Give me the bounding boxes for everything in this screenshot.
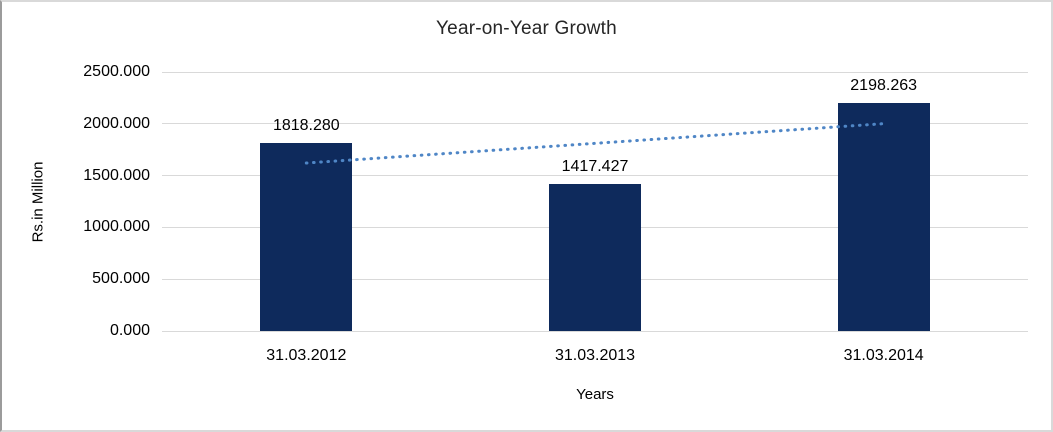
- chart-title: Year-on-Year Growth: [436, 18, 617, 39]
- bar-31.03.2014: [837, 103, 930, 331]
- x-tick-label: 31.03.2012: [266, 347, 347, 364]
- bar-31.03.2013: [549, 184, 641, 331]
- gridline: [162, 330, 1028, 332]
- y-tick-label: 1000.000: [83, 218, 150, 236]
- gridline: [162, 71, 1028, 73]
- y-tick-label: 1500.000: [83, 166, 150, 184]
- y-tick-label: 500.000: [92, 270, 150, 288]
- bar-value-label: 2198.263: [850, 77, 918, 95]
- y-tick-label: 2500.000: [83, 63, 150, 80]
- gridline: [162, 175, 1028, 177]
- x-axis-title: Years: [576, 386, 614, 403]
- bar-31.03.2012: [260, 142, 353, 331]
- bar-value-label: 1417.427: [561, 158, 629, 176]
- plot-area: [162, 71, 1028, 332]
- x-tick-label: 31.03.2013: [554, 347, 636, 364]
- bar-value-label: 1818.280: [272, 116, 340, 134]
- y-tick-label: 0.000: [109, 322, 150, 339]
- y-tick-label: 2000.000: [83, 114, 150, 132]
- x-tick-label: 31.03.2014: [843, 347, 924, 364]
